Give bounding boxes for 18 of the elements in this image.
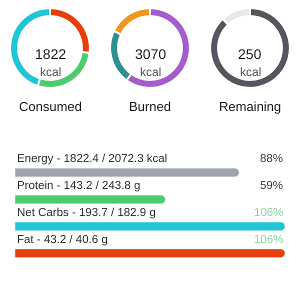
text: Burned xyxy=(129,99,171,114)
text: kcal xyxy=(40,65,62,79)
category-label: Energy - 1822.4 / 2072.3 kcal xyxy=(17,153,168,165)
data-label: 88% xyxy=(260,153,284,165)
text: Remaining xyxy=(219,99,282,114)
text: Consumed xyxy=(19,99,82,114)
data-label: 106% xyxy=(254,207,284,219)
text: kcal xyxy=(240,65,262,79)
text: 250 xyxy=(238,46,262,62)
text: 3070 xyxy=(135,46,166,62)
data-label: 106% xyxy=(254,234,284,246)
text: kcal xyxy=(140,65,162,79)
donut-slice xyxy=(209,7,291,89)
category-label: Protein - 143.2 / 243.8 g xyxy=(17,180,140,192)
data-label: 59% xyxy=(260,180,284,192)
category-label: Fat - 43.2 / 40.6 g xyxy=(17,234,108,246)
text: 1822 xyxy=(35,46,66,62)
category-label: Net Carbs - 193.7 / 182.9 g xyxy=(17,207,156,219)
